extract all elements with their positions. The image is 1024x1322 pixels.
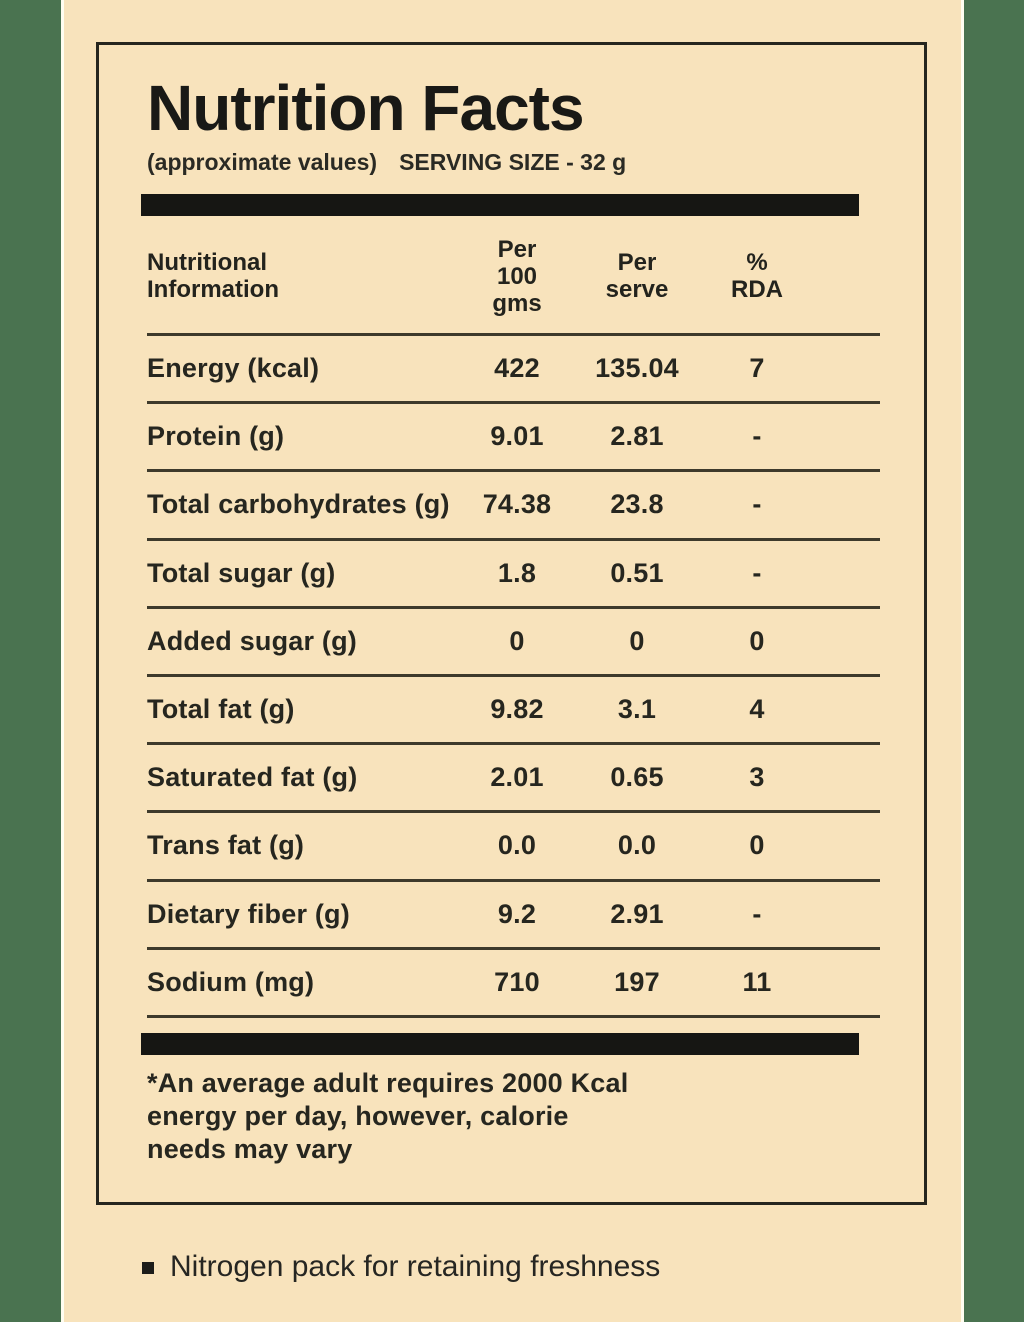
- calorie-footnote: *An average adult requires 2000 Kcal ene…: [147, 1068, 629, 1164]
- serving-info-line: (approximate values) SERVING SIZE - 32 g: [147, 147, 626, 177]
- table-row-total-carbohydrates: Total carbohydrates (g) 74.38 23.8 -: [147, 472, 880, 541]
- divider-bar-bottom: [141, 1033, 859, 1055]
- table-header-row: Nutritional Information Per 100 gms Per …: [147, 219, 880, 336]
- row-per100-value: 1.8: [497, 557, 537, 588]
- row-label: Total sugar (g): [147, 557, 336, 588]
- row-per100-value: 0: [509, 625, 525, 656]
- row-label: Total fat (g): [147, 694, 295, 725]
- row-perserve-value: 0: [629, 625, 645, 656]
- table-row-energy: Energy (kcal) 422 135.04 7: [147, 336, 880, 405]
- approximate-values-note: (approximate values): [147, 149, 378, 175]
- row-perserve-value: 2.81: [610, 421, 664, 452]
- row-per100-value: 9.82: [490, 694, 544, 725]
- table-row-total-sugar: Total sugar (g) 1.8 0.51 -: [147, 541, 880, 609]
- row-rda-value: -: [752, 421, 762, 452]
- bullet-note: Nitrogen pack for retaining freshness: [142, 1250, 660, 1284]
- row-per100-value: 710: [494, 966, 540, 997]
- row-perserve-value: 197: [614, 966, 660, 997]
- row-rda-value: -: [752, 489, 762, 520]
- row-label: Dietary fiber (g): [147, 898, 350, 929]
- row-per100-value: 422: [494, 353, 540, 384]
- row-rda-value: 0: [749, 830, 765, 861]
- row-rda-value: 3: [749, 762, 765, 793]
- serving-size-text: SERVING SIZE - 32 g: [399, 149, 627, 175]
- row-label: Energy (kcal): [147, 353, 320, 384]
- row-perserve-value: 0.0: [617, 830, 657, 861]
- header-per-100-gms: Per 100 gms: [492, 235, 542, 317]
- row-label: Sodium (mg): [147, 966, 315, 997]
- header-nutritional-information: Nutritional Information: [147, 249, 279, 303]
- nutrition-facts-box: Nutrition Facts (approximate values) SERV…: [96, 42, 927, 1205]
- nutrition-facts-title: Nutrition Facts: [147, 72, 585, 144]
- nutrition-table: Nutritional Information Per 100 gms Per …: [147, 219, 880, 1018]
- row-rda-value: 0: [749, 625, 765, 656]
- row-rda-value: 4: [749, 694, 765, 725]
- row-rda-value: 7: [749, 353, 765, 384]
- row-label: Protein (g): [147, 421, 285, 452]
- table-row-total-fat: Total fat (g) 9.82 3.1 4: [147, 677, 880, 746]
- row-per100-value: 0.0: [497, 830, 537, 861]
- row-rda-value: 11: [742, 966, 772, 997]
- row-perserve-value: 0.51: [610, 557, 664, 588]
- table-row-protein: Protein (g) 9.01 2.81 -: [147, 404, 880, 473]
- row-label: Total carbohydrates (g): [147, 489, 450, 520]
- row-perserve-value: 2.91: [610, 898, 664, 929]
- row-perserve-value: 135.04: [595, 353, 679, 384]
- row-label: Trans fat (g): [147, 830, 305, 861]
- square-bullet-icon: [142, 1262, 154, 1274]
- table-row-sodium: Sodium (mg) 710 197 11: [147, 950, 880, 1018]
- row-label: Added sugar (g): [147, 625, 357, 656]
- row-label: Saturated fat (g): [147, 762, 358, 793]
- row-perserve-value: 3.1: [617, 694, 657, 725]
- table-row-saturated-fat: Saturated fat (g) 2.01 0.65 3: [147, 745, 880, 814]
- row-rda-value: -: [752, 557, 762, 588]
- row-per100-value: 2.01: [490, 762, 544, 793]
- table-row-dietary-fiber: Dietary fiber (g) 9.2 2.91 -: [147, 882, 880, 950]
- table-row-trans-fat: Trans fat (g) 0.0 0.0 0: [147, 813, 880, 882]
- table-row-added-sugar: Added sugar (g) 0 0 0: [147, 609, 880, 677]
- header-percent-rda: % RDA: [731, 249, 783, 303]
- bullet-note-text: Nitrogen pack for retaining freshness: [170, 1250, 661, 1283]
- row-per100-value: 9.01: [490, 421, 544, 452]
- header-per-serve: Per serve: [605, 249, 669, 303]
- row-per100-value: 9.2: [497, 898, 537, 929]
- row-perserve-value: 0.65: [610, 762, 664, 793]
- label-panel: Nutrition Facts (approximate values) SERV…: [61, 0, 964, 1322]
- row-rda-value: -: [752, 898, 762, 929]
- row-per100-value: 74.38: [482, 489, 552, 520]
- divider-bar-top: [141, 194, 859, 216]
- row-perserve-value: 23.8: [610, 489, 664, 520]
